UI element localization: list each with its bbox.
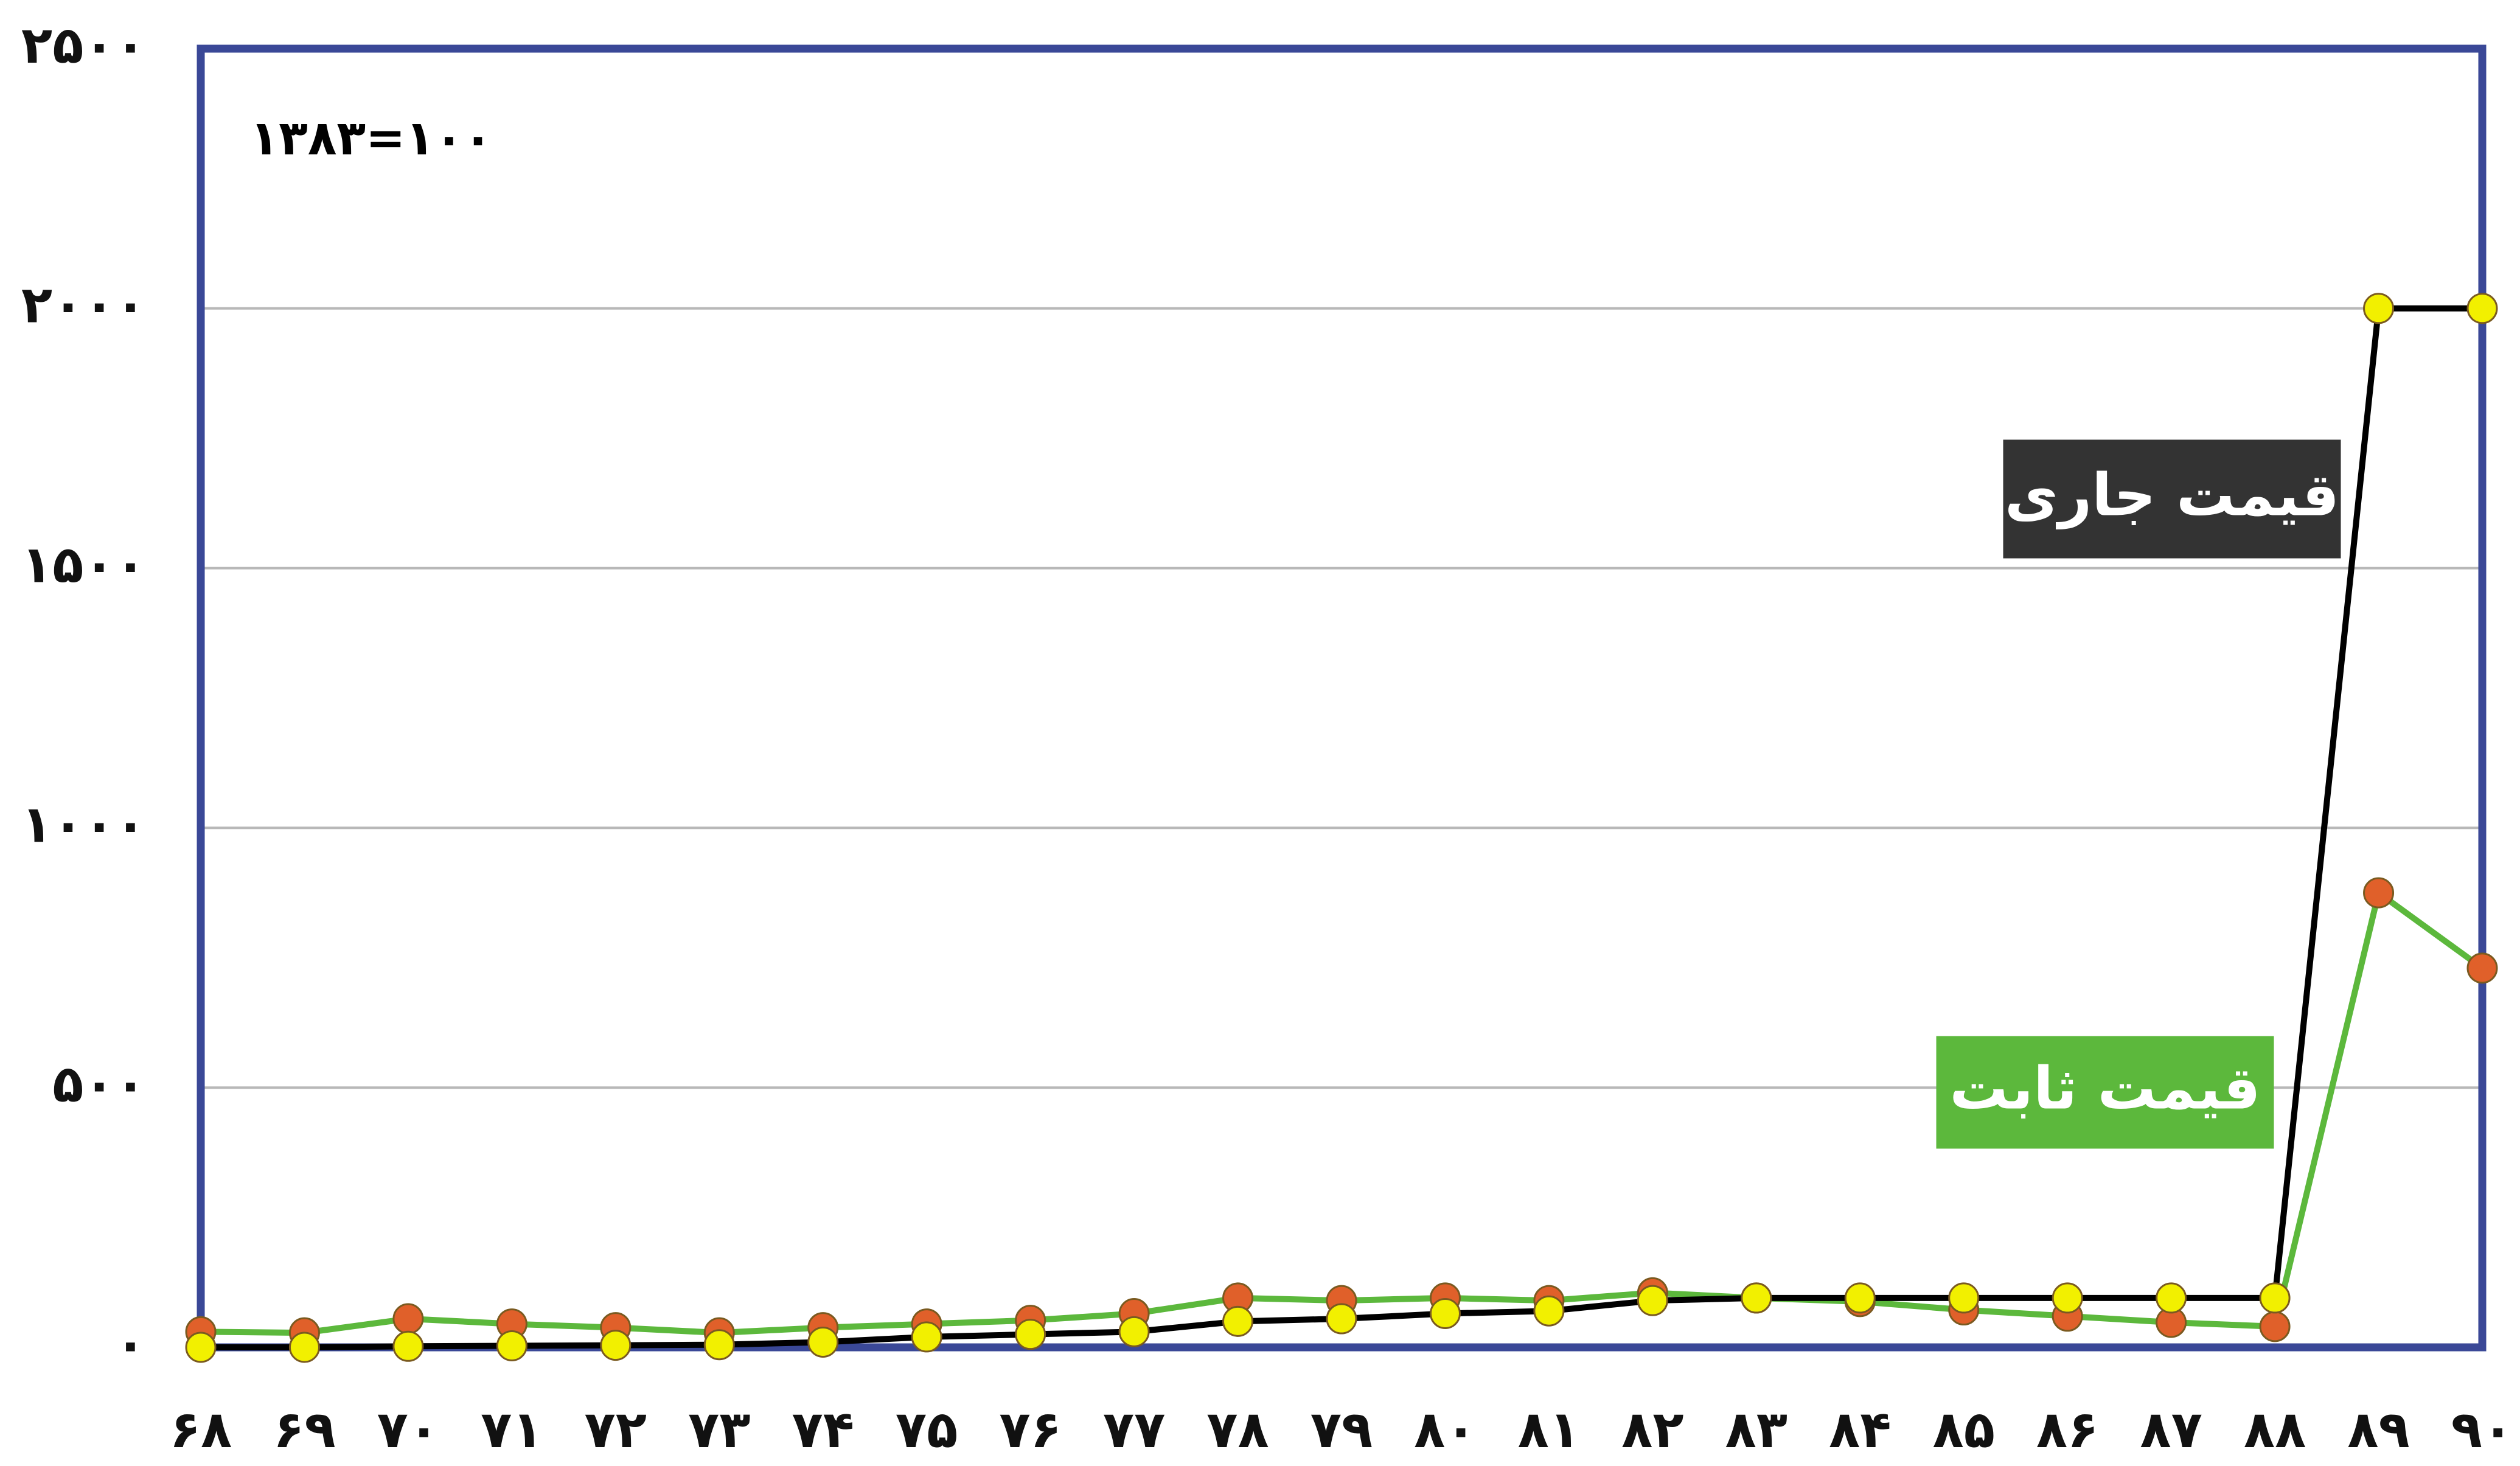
x-tick-label: ۶۸ bbox=[170, 1400, 232, 1459]
x-tick-label: ۹۰ bbox=[2451, 1400, 2514, 1459]
marker bbox=[911, 1321, 942, 1353]
marker bbox=[2259, 1282, 2291, 1314]
x-tick-label: ۷۰ bbox=[377, 1400, 440, 1459]
annotation: ۱۳۸۳=۱۰۰ bbox=[250, 111, 493, 166]
x-tick-label: ۷۳ bbox=[688, 1400, 751, 1459]
marker bbox=[185, 1332, 217, 1363]
marker bbox=[392, 1303, 424, 1335]
y-tick-label: ۱۵۰۰ bbox=[21, 535, 146, 595]
series-label-box bbox=[1936, 1036, 2274, 1149]
x-tick-label: ۸۱ bbox=[1518, 1400, 1581, 1459]
marker bbox=[1533, 1295, 1565, 1327]
x-tick-label: ۷۶ bbox=[999, 1400, 1062, 1459]
series-label: قیمت جاری bbox=[2005, 461, 2339, 529]
x-tick-label: ۸۶ bbox=[2036, 1400, 2099, 1459]
y-tick-label: ۵۰۰ bbox=[52, 1054, 146, 1114]
x-tick-label: ۸۰ bbox=[1414, 1400, 1477, 1459]
x-tick-label: ۷۸ bbox=[1206, 1400, 1269, 1459]
marker bbox=[2363, 877, 2395, 909]
marker bbox=[1637, 1285, 1668, 1316]
x-tick-label: ۷۲ bbox=[585, 1400, 647, 1459]
x-tick-label: ۸۹ bbox=[2347, 1400, 2410, 1459]
marker bbox=[496, 1330, 527, 1361]
x-tick-label: ۷۷ bbox=[1103, 1400, 1166, 1459]
x-tick-label: ۷۴ bbox=[792, 1400, 854, 1459]
marker bbox=[2363, 293, 2395, 324]
marker bbox=[703, 1329, 735, 1361]
marker bbox=[2259, 1311, 2291, 1342]
marker bbox=[2466, 952, 2498, 984]
marker bbox=[1118, 1316, 1150, 1347]
marker bbox=[1222, 1305, 1254, 1337]
marker bbox=[392, 1330, 424, 1362]
marker bbox=[1948, 1282, 1980, 1314]
marker bbox=[2052, 1282, 2083, 1314]
marker bbox=[600, 1330, 632, 1361]
y-tick-label: ۰ bbox=[115, 1314, 146, 1374]
x-tick-label: ۸۸ bbox=[2244, 1400, 2306, 1459]
marker bbox=[288, 1332, 320, 1363]
x-tick-label: ۸۵ bbox=[1932, 1400, 1995, 1459]
marker bbox=[807, 1326, 839, 1358]
marker bbox=[2466, 293, 2498, 324]
y-tick-label: ۲۵۰۰ bbox=[21, 15, 146, 75]
x-tick-label: ۸۳ bbox=[1725, 1400, 1788, 1459]
marker bbox=[1429, 1298, 1461, 1330]
x-tick-label: ۷۹ bbox=[1310, 1400, 1373, 1459]
x-tick-label: ۶۹ bbox=[273, 1400, 336, 1459]
x-tick-label: ۸۷ bbox=[2140, 1400, 2202, 1459]
x-tick-label: ۷۱ bbox=[481, 1400, 543, 1459]
plot-frame bbox=[197, 44, 2487, 1352]
x-tick-label: ۸۴ bbox=[1829, 1400, 1892, 1459]
series-label: قیمت ثابت bbox=[1949, 1054, 2260, 1122]
y-tick-label: ۱۰۰۰ bbox=[21, 794, 146, 854]
marker bbox=[2156, 1282, 2187, 1314]
marker bbox=[1741, 1282, 1772, 1314]
marker bbox=[1326, 1303, 1357, 1335]
x-tick-label: ۷۵ bbox=[896, 1400, 958, 1459]
marker bbox=[1844, 1282, 1876, 1314]
series-label-box bbox=[2003, 439, 2341, 559]
y-tick-label: ۲۰۰۰ bbox=[21, 275, 146, 335]
x-tick-label: ۸۲ bbox=[1621, 1400, 1684, 1459]
marker bbox=[1015, 1319, 1046, 1350]
